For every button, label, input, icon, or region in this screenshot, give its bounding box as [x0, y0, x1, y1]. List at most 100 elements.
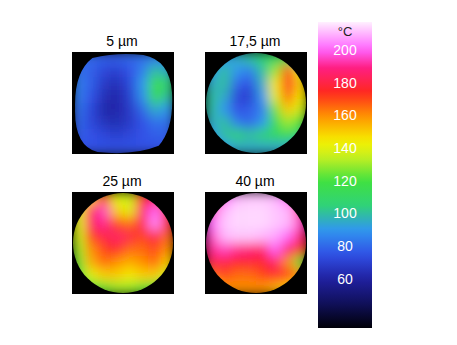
heat-cell — [294, 52, 307, 65]
heat-cell — [269, 256, 282, 269]
heat-cell — [269, 281, 282, 294]
heat-cell — [269, 230, 282, 243]
heat-cell — [98, 90, 111, 103]
heat-cell — [243, 78, 256, 91]
heat-cell — [269, 78, 282, 91]
heat-cell — [161, 256, 174, 269]
heat-cell — [136, 218, 149, 231]
heat-cell — [294, 65, 307, 78]
heat-cell — [218, 78, 231, 91]
heat-cell — [256, 205, 269, 218]
heat-cell — [231, 269, 244, 282]
heat-cell — [149, 78, 162, 91]
heat-cell — [282, 256, 295, 269]
heat-cell — [110, 192, 123, 205]
heat-cell — [161, 52, 174, 65]
heat-cell — [269, 269, 282, 282]
heat-cell — [110, 243, 123, 256]
heat-cell — [231, 256, 244, 269]
heat-cell — [72, 192, 85, 205]
heat-cell — [149, 243, 162, 256]
heat-cell — [205, 281, 218, 294]
heat-cell — [98, 65, 111, 78]
heat-cell — [282, 116, 295, 129]
heat-cell — [98, 218, 111, 231]
heat-cell — [243, 103, 256, 116]
heat-cell — [110, 281, 123, 294]
heat-cell — [110, 256, 123, 269]
heat-cell — [218, 218, 231, 231]
heat-cell — [72, 103, 85, 116]
heat-cell — [72, 230, 85, 243]
heat-cell — [123, 78, 136, 91]
heat-cell — [282, 103, 295, 116]
heat-cell — [136, 52, 149, 65]
heat-cell — [256, 129, 269, 142]
heat-cell — [98, 129, 111, 142]
heat-cell — [149, 269, 162, 282]
heat-cell — [85, 141, 98, 154]
heat-cell — [161, 103, 174, 116]
heat-cell — [294, 281, 307, 294]
heat-cell — [161, 230, 174, 243]
heat-cell — [205, 243, 218, 256]
heat-cell — [269, 192, 282, 205]
heat-cell — [161, 192, 174, 205]
heat-cell — [123, 129, 136, 142]
heat-cell — [231, 65, 244, 78]
heat-cell — [85, 52, 98, 65]
heat-cell — [256, 90, 269, 103]
heat-cell — [243, 256, 256, 269]
heat-cell — [85, 78, 98, 91]
heat-cell — [269, 129, 282, 142]
heat-cell — [85, 281, 98, 294]
heat-cell — [282, 192, 295, 205]
heat-cell — [136, 243, 149, 256]
heat-cell — [72, 65, 85, 78]
heat-cell — [136, 141, 149, 154]
heatmap-panel — [205, 52, 308, 155]
heat-cell — [149, 116, 162, 129]
heat-cell — [205, 116, 218, 129]
heat-cell — [136, 256, 149, 269]
heat-cell — [123, 243, 136, 256]
heat-cell — [218, 65, 231, 78]
heat-cell — [85, 205, 98, 218]
colorbar-tick-label: 200 — [333, 42, 357, 58]
heatmap-cells — [72, 52, 175, 155]
heat-cell — [110, 205, 123, 218]
heat-cell — [149, 192, 162, 205]
heat-cell — [243, 141, 256, 154]
heat-cell — [205, 218, 218, 231]
heat-cell — [161, 205, 174, 218]
heat-cell — [205, 141, 218, 154]
colorbar-tick-label: 180 — [333, 75, 357, 91]
heat-cell — [243, 52, 256, 65]
heat-cell — [110, 78, 123, 91]
heat-cell — [110, 269, 123, 282]
heat-cell — [231, 281, 244, 294]
heat-cell — [85, 192, 98, 205]
heat-cell — [243, 116, 256, 129]
heat-cell — [110, 52, 123, 65]
heat-cell — [243, 281, 256, 294]
heat-cell — [294, 103, 307, 116]
panel-title: 40 µm — [235, 173, 274, 189]
heat-cell — [231, 243, 244, 256]
heat-cell — [294, 205, 307, 218]
colorbar-tick-label: 100 — [333, 205, 357, 221]
heat-cell — [218, 281, 231, 294]
heat-cell — [98, 78, 111, 91]
heat-cell — [243, 243, 256, 256]
heat-cell — [72, 281, 85, 294]
heat-cell — [269, 103, 282, 116]
heat-cell — [72, 256, 85, 269]
heat-cell — [231, 78, 244, 91]
heat-cell — [72, 218, 85, 231]
heat-cell — [110, 141, 123, 154]
heatmap-cells — [72, 192, 175, 295]
heat-cell — [72, 205, 85, 218]
heat-cell — [282, 90, 295, 103]
heat-cell — [85, 90, 98, 103]
heat-cell — [136, 129, 149, 142]
